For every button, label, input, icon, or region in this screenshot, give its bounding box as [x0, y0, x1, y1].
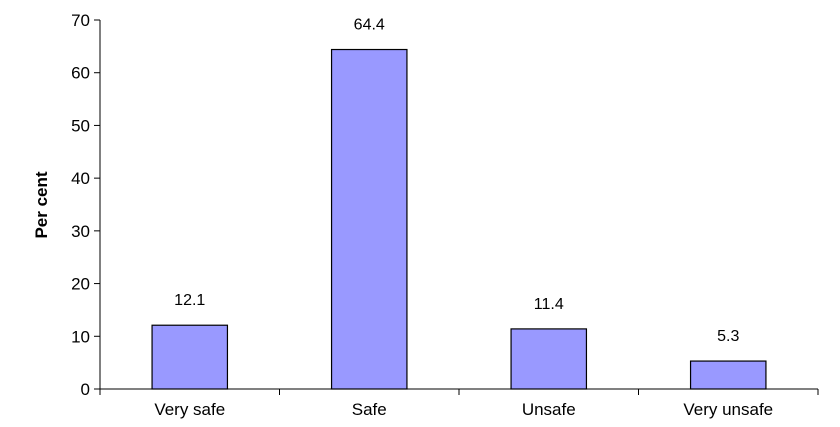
x-tick-label: Very unsafe	[683, 400, 773, 419]
y-tick-label: 60	[71, 64, 90, 83]
bars	[151, 48, 767, 390]
y-axis-title: Per cent	[32, 171, 51, 238]
bar-very-unsafe	[689, 360, 767, 390]
y-tick-label: 20	[71, 275, 90, 294]
y-tick-label: 30	[71, 222, 90, 241]
y-tick-label: 10	[71, 327, 90, 346]
y-tick-label: 50	[71, 116, 90, 135]
x-axis	[99, 388, 819, 395]
x-tick-labels: Very safe Safe Unsafe Very unsafe	[154, 400, 773, 419]
x-tick-label: Unsafe	[522, 400, 576, 419]
data-labels: 12.1 64.4 11.4 5.3	[174, 17, 739, 346]
y-axis: 0 10 20 30 40 50 60 70	[71, 11, 101, 399]
x-tick-label: Very safe	[154, 400, 225, 419]
data-label: 64.4	[354, 17, 385, 34]
data-label: 11.4	[534, 296, 564, 313]
bar-safe	[330, 48, 408, 390]
y-tick-label: 0	[81, 380, 90, 399]
data-label: 5.3	[717, 328, 739, 345]
x-tick-label: Safe	[352, 400, 387, 419]
data-label: 12.1	[174, 292, 205, 309]
y-tick-label: 70	[71, 11, 90, 30]
y-tick-label: 40	[71, 169, 90, 188]
bar-very-safe	[151, 324, 229, 390]
bar-unsafe	[510, 328, 588, 390]
